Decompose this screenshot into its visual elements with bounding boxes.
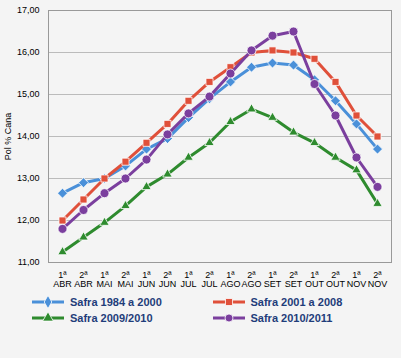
svg-text:1ªJUN: 1ªJUN	[138, 270, 156, 289]
svg-text:1ªAGO: 1ªAGO	[220, 270, 240, 289]
svg-text:2ªJUL: 2ªJUL	[201, 270, 217, 289]
svg-text:1ªJUL: 1ªJUL	[180, 270, 196, 289]
svg-text:1ªOUT: 1ªOUT	[305, 270, 325, 289]
svg-text:2ªAGO: 2ªAGO	[241, 270, 261, 289]
svg-text:1ªMAI: 1ªMAI	[96, 270, 112, 289]
svg-text:13,00: 13,00	[17, 173, 40, 183]
html-text:Safra 2001 a 2008: Safra 2001 a 2008	[250, 296, 343, 308]
svg-text:1ªABR: 1ªABR	[53, 270, 72, 289]
svg-text:1ªNOV: 1ªNOV	[347, 270, 367, 289]
html-text:Safra 2010/2011: Safra 2010/2011	[250, 312, 333, 324]
svg-text:16,00: 16,00	[17, 47, 40, 57]
svg-text:15,00: 15,00	[17, 89, 40, 99]
svg-text:14,00: 14,00	[17, 131, 40, 141]
svg-text:11,00: 11,00	[18, 257, 40, 267]
svg-text:17,00: 17,00	[17, 5, 40, 15]
svg-text:2ªSET: 2ªSET	[285, 270, 303, 289]
svg-text:2ªJUN: 2ªJUN	[159, 270, 177, 289]
svg-text:Pol % Cana: Pol % Cana	[3, 113, 13, 161]
html-text:Safra 2009/2010: Safra 2009/2010	[70, 312, 153, 324]
svg-text:2ªNOV: 2ªNOV	[368, 270, 388, 289]
svg-text:2ªMAI: 2ªMAI	[117, 270, 133, 289]
svg-text:2ªOUT: 2ªOUT	[326, 270, 346, 289]
svg-text:12,00: 12,00	[17, 215, 40, 225]
html-text:Safra 1984 a 2000: Safra 1984 a 2000	[70, 296, 162, 308]
svg-text:2ªABR: 2ªABR	[74, 270, 93, 289]
svg-text:1ªSET: 1ªSET	[264, 270, 282, 289]
